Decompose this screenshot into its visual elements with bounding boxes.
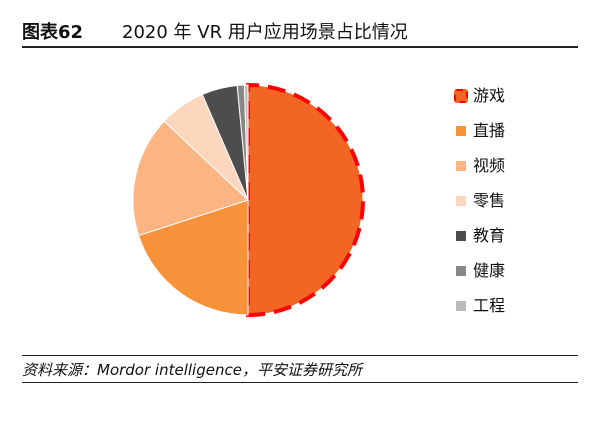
legend-label: 游戏	[473, 86, 506, 105]
legend-item-4: 零售	[456, 189, 576, 224]
legend-swatch	[456, 266, 466, 276]
legend-label: 直播	[473, 121, 506, 140]
legend-swatch	[454, 89, 468, 103]
pie-chart	[132, 82, 365, 318]
legend-label: 视频	[473, 156, 506, 175]
legend-item-6: 健康	[456, 259, 576, 294]
pie-slice-7	[243, 84, 249, 201]
legend-item-7: 工程	[456, 294, 576, 329]
legend-item-5: 教育	[456, 224, 576, 259]
pie-chart-area	[22, 60, 578, 350]
pie-slice-1	[247, 84, 364, 316]
legend-item-3: 视频	[456, 154, 576, 189]
source-bar: 资料来源：Mordor intelligence，平安证券研究所	[22, 355, 578, 383]
legend-item-1: 游戏	[454, 84, 576, 119]
legend-swatch	[456, 301, 466, 311]
legend-label: 教育	[473, 226, 506, 245]
legend-label: 健康	[473, 261, 506, 280]
pie-slice-2	[137, 199, 249, 316]
figure-title-bar: 图表62 2020 年 VR 用户应用场景占比情况	[22, 12, 578, 48]
pie-slice-3	[132, 120, 249, 237]
figure-number: 图表62	[22, 22, 84, 43]
legend-swatch	[456, 196, 466, 206]
legend-swatch	[456, 231, 466, 241]
highlight-outline	[246, 82, 365, 318]
source-note: 资料来源：Mordor intelligence，平安证券研究所	[22, 361, 362, 379]
chart-legend: 游戏直播视频零售教育健康工程	[454, 84, 576, 329]
legend-swatch	[456, 161, 466, 171]
chart-title: 2020 年 VR 用户应用场景占比情况	[122, 22, 408, 43]
legend-swatch	[456, 126, 466, 136]
legend-label: 零售	[473, 191, 506, 210]
legend-item-2: 直播	[456, 119, 576, 154]
legend-label: 工程	[473, 296, 506, 315]
